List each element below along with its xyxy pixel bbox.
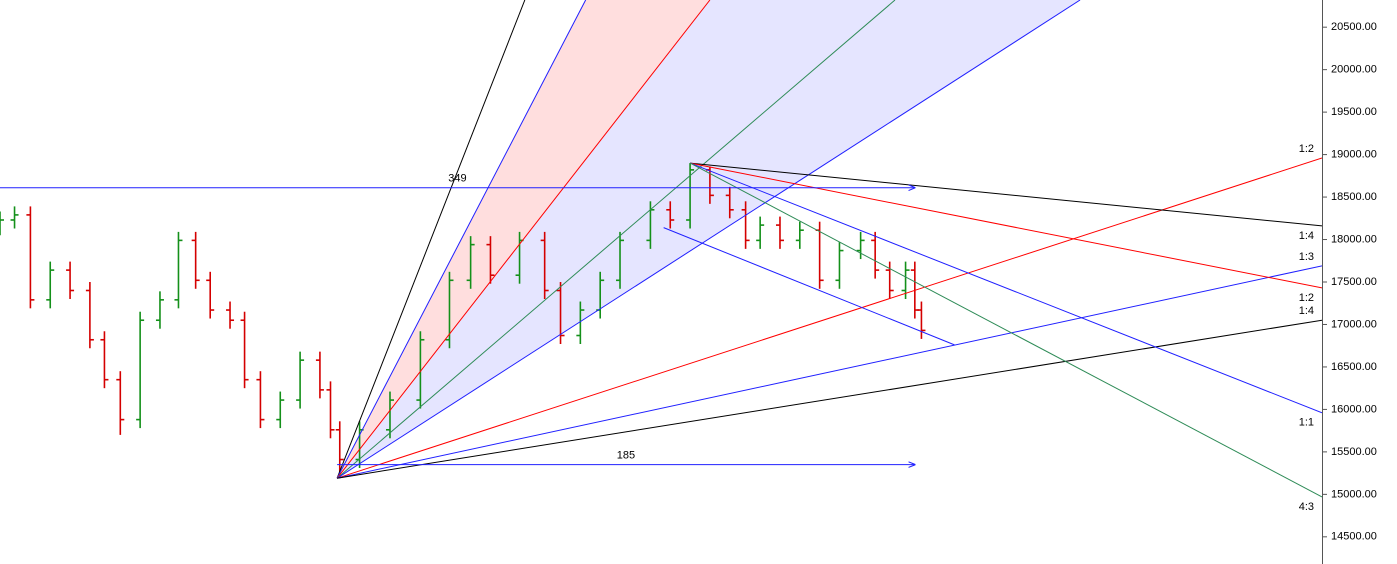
- fan-line: [337, 319, 1322, 479]
- y-tick-label: 18500.00: [1331, 191, 1377, 203]
- fan-line: [336, 0, 1081, 479]
- fan-line: [689, 162, 1322, 289]
- fan-label: 1:3: [1299, 251, 1314, 263]
- fan-label: 1:4: [1299, 230, 1314, 242]
- y-tick-label: 18000.00: [1331, 233, 1377, 245]
- y-tick-label: 16500.00: [1331, 361, 1377, 373]
- fan-line: [336, 0, 896, 479]
- measure-label: 349: [448, 173, 466, 185]
- fan-line: [336, 0, 587, 479]
- fan-label: 1:2: [1299, 143, 1314, 155]
- fan-label: 1:1: [1299, 417, 1314, 429]
- fan-line: [337, 265, 1322, 479]
- fan-line: [336, 0, 711, 479]
- fan-label: 4:3: [1299, 501, 1314, 513]
- fan-line: [689, 162, 1322, 414]
- y-tick-label: 19500.00: [1331, 106, 1377, 118]
- fan-line: [689, 162, 1322, 498]
- y-tick-label: 17000.00: [1331, 318, 1377, 330]
- fan-line: [336, 157, 1322, 479]
- measure-label: 185: [617, 450, 635, 462]
- y-tick-label: 14500.00: [1331, 531, 1377, 543]
- y-tick-label: 20000.00: [1331, 64, 1377, 76]
- y-tick-label: 16000.00: [1331, 403, 1377, 415]
- y-tick-label: 19000.00: [1331, 148, 1377, 160]
- fan-line: [663, 227, 955, 346]
- y-tick-label: 17500.00: [1331, 276, 1377, 288]
- y-tick-label: 15000.00: [1331, 488, 1377, 500]
- y-tick-label: 15500.00: [1331, 446, 1377, 458]
- plot-area: [0, 0, 1322, 498]
- fan-label: 1:4: [1299, 305, 1314, 317]
- y-tick-label: 20500.00: [1331, 21, 1377, 33]
- fan-line: [336, 0, 526, 479]
- fan-line: [690, 162, 1322, 227]
- fan-label: 1:2: [1299, 292, 1314, 304]
- price-axis-panel: [1322, 0, 1397, 564]
